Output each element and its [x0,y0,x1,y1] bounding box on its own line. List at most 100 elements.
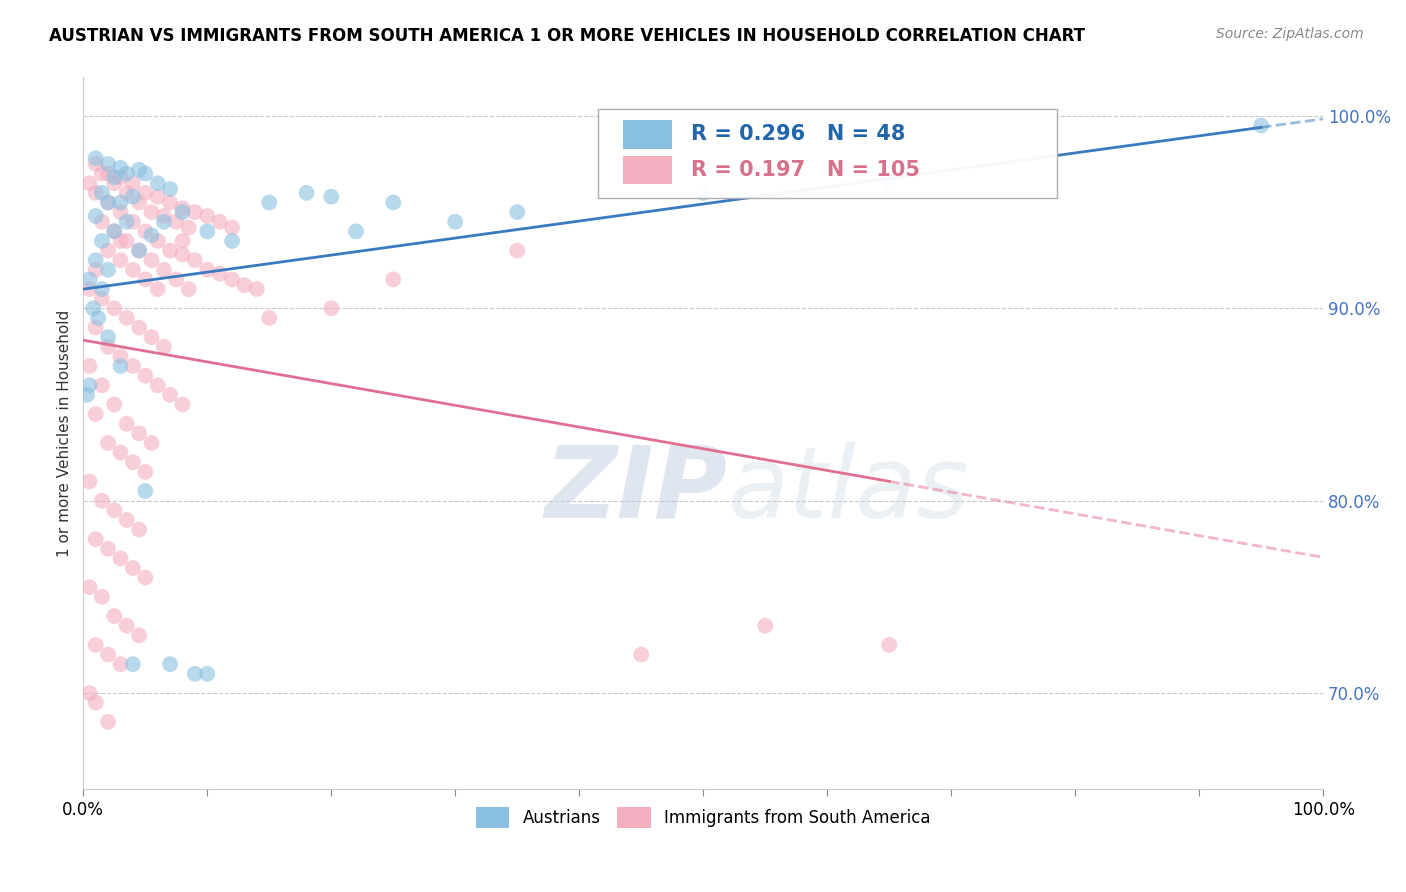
Point [221,272,243,286]
Point [97,714,120,729]
Point [84,320,107,334]
Point [165,272,187,286]
Point [128,523,150,537]
Point [115,417,138,431]
Point [153,262,176,277]
Point [246,282,269,296]
FancyBboxPatch shape [623,156,672,185]
Point [97,167,120,181]
Point [1250,119,1272,133]
Point [877,176,900,190]
Point [79,282,101,296]
Point [141,436,163,450]
Point [90,292,112,306]
Point [79,580,101,594]
Point [90,234,112,248]
FancyBboxPatch shape [598,110,1056,198]
Point [90,167,112,181]
Point [90,282,112,296]
Point [79,378,101,392]
Point [259,310,281,325]
Text: R = 0.197   N = 105: R = 0.197 N = 105 [690,160,920,180]
Point [97,541,120,556]
Point [128,628,150,642]
Point [141,330,163,344]
Point [877,638,900,652]
Point [115,618,138,632]
Point [141,205,163,219]
Point [259,195,281,210]
Point [84,157,107,171]
Point [233,278,256,293]
Point [146,190,169,204]
Point [506,205,529,219]
Point [87,310,110,325]
Point [110,657,132,672]
Point [110,359,132,373]
Point [115,513,138,527]
Point [115,186,138,200]
Point [159,195,181,210]
Point [84,262,107,277]
Point [159,388,181,402]
Point [134,465,156,479]
Point [128,244,150,258]
Point [184,205,207,219]
Point [444,215,467,229]
Point [115,310,138,325]
Point [79,475,101,489]
Point [221,220,243,235]
Point [159,657,181,672]
Point [295,186,318,200]
Point [97,244,120,258]
Point [79,176,101,190]
Point [97,262,120,277]
Y-axis label: 1 or more Vehicles in Household: 1 or more Vehicles in Household [58,310,72,557]
Point [122,359,145,373]
Point [122,561,145,575]
Point [134,186,156,200]
Point [165,215,187,229]
Point [195,666,218,681]
Point [122,215,145,229]
Point [177,220,200,235]
Point [82,301,104,316]
FancyBboxPatch shape [623,120,672,149]
Point [79,359,101,373]
Point [90,186,112,200]
Point [103,503,125,517]
Point [134,571,156,585]
Point [103,301,125,316]
Point [146,234,169,248]
Point [221,234,243,248]
Point [146,176,169,190]
Point [110,253,132,268]
Point [208,267,231,281]
Point [84,696,107,710]
Point [103,224,125,238]
Point [84,253,107,268]
Point [122,657,145,672]
Text: AUSTRIAN VS IMMIGRANTS FROM SOUTH AMERICA 1 OR MORE VEHICLES IN HOUSEHOLD CORREL: AUSTRIAN VS IMMIGRANTS FROM SOUTH AMERIC… [49,27,1085,45]
Point [128,244,150,258]
Point [159,182,181,196]
Point [76,388,98,402]
Point [692,186,714,200]
Point [97,436,120,450]
Point [84,407,107,421]
Point [195,262,218,277]
Point [177,282,200,296]
Point [103,224,125,238]
Point [84,209,107,223]
Point [97,195,120,210]
Point [84,151,107,165]
Point [122,176,145,190]
Point [110,350,132,364]
Point [153,209,176,223]
Text: Source: ZipAtlas.com: Source: ZipAtlas.com [1216,27,1364,41]
Point [115,215,138,229]
Point [90,215,112,229]
Point [110,195,132,210]
Point [754,618,776,632]
Point [153,340,176,354]
